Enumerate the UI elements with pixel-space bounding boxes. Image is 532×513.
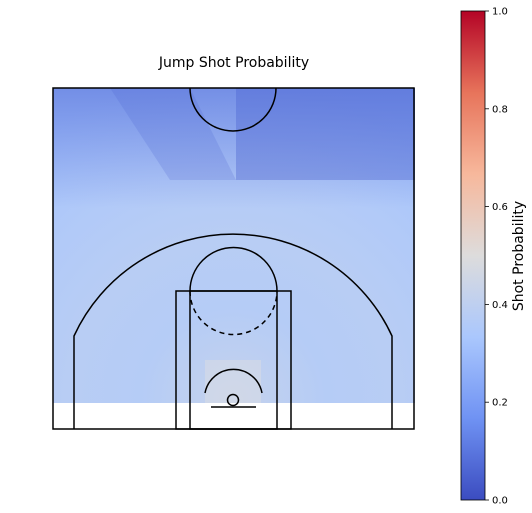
- colorbar-tick-label: 1.0: [492, 7, 508, 18]
- colorbar-tick-label: 0.6: [492, 202, 508, 213]
- colorbar-gradient: [461, 11, 485, 500]
- colorbar-ticks: 0.0 0.2 0.4 0.6 0.8 1.0: [485, 7, 508, 507]
- colorbar-tick-label: 0.8: [492, 104, 508, 115]
- colorbar-tick-label: 0.2: [492, 398, 508, 409]
- colorbar-tick-label: 0.0: [492, 496, 508, 507]
- heatmap-near-basket-glow: [205, 360, 261, 403]
- colorbar: 0.0 0.2 0.4 0.6 0.8 1.0 Shot Probability: [461, 7, 527, 507]
- heatmap-field: [53, 88, 415, 403]
- colorbar-tick-label: 0.4: [492, 300, 508, 311]
- colorbar-label: Shot Probability: [511, 201, 527, 311]
- heatmap-top-shade: [53, 88, 415, 208]
